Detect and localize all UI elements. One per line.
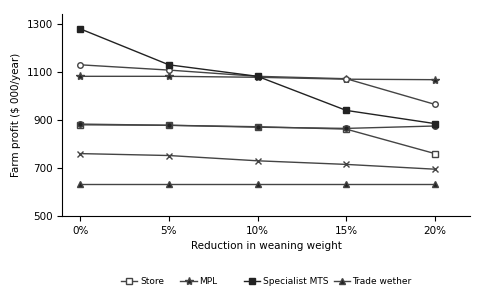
Shipper (77, 122, 83, 126)
Trade wether (166, 182, 172, 185)
Store (166, 124, 172, 127)
MPL (343, 77, 349, 81)
Store (77, 123, 83, 126)
Trade wether (432, 182, 438, 185)
Store (343, 127, 349, 131)
Specialist MTS (432, 122, 438, 125)
MPL (432, 78, 438, 82)
Line: Trade wether: Trade wether (77, 181, 438, 186)
X-axis label: Reduction in weaning weight: Reduction in weaning weight (191, 241, 342, 251)
Specialist MTS (343, 109, 349, 112)
MPL (166, 75, 172, 78)
Trade wether (77, 182, 83, 185)
Line: Store: Store (77, 122, 438, 156)
Shipper (343, 127, 349, 130)
Specialist MTS (255, 75, 261, 78)
Shipper (166, 124, 172, 127)
SRF MTS (343, 77, 349, 80)
SRF MTS (77, 63, 83, 67)
Line: Specialist MTS: Specialist MTS (77, 26, 438, 126)
SRF MTS (255, 75, 261, 78)
Shipper (255, 126, 261, 129)
Line: Shipper: Shipper (77, 121, 438, 131)
Trade wether (255, 182, 261, 185)
Legend: Store, Shipper, MPL, SRF MTS, Specialist MTS, Composite, Trade wether: Store, Shipper, MPL, SRF MTS, Specialist… (121, 277, 412, 288)
SRF MTS (432, 103, 438, 106)
Composite (255, 159, 261, 162)
Composite (343, 163, 349, 166)
MPL (77, 75, 83, 78)
Y-axis label: Farm profit ($ 000/year): Farm profit ($ 000/year) (11, 53, 21, 177)
Store (255, 125, 261, 128)
Specialist MTS (77, 27, 83, 31)
Composite (77, 152, 83, 155)
MPL (255, 75, 261, 79)
Shipper (432, 124, 438, 128)
Composite (432, 168, 438, 171)
Line: MPL: MPL (76, 72, 439, 84)
Line: SRF MTS: SRF MTS (77, 62, 438, 107)
Line: Composite: Composite (77, 150, 438, 173)
Store (432, 152, 438, 155)
SRF MTS (166, 68, 172, 72)
Composite (166, 154, 172, 157)
Trade wether (343, 182, 349, 185)
Specialist MTS (166, 63, 172, 67)
